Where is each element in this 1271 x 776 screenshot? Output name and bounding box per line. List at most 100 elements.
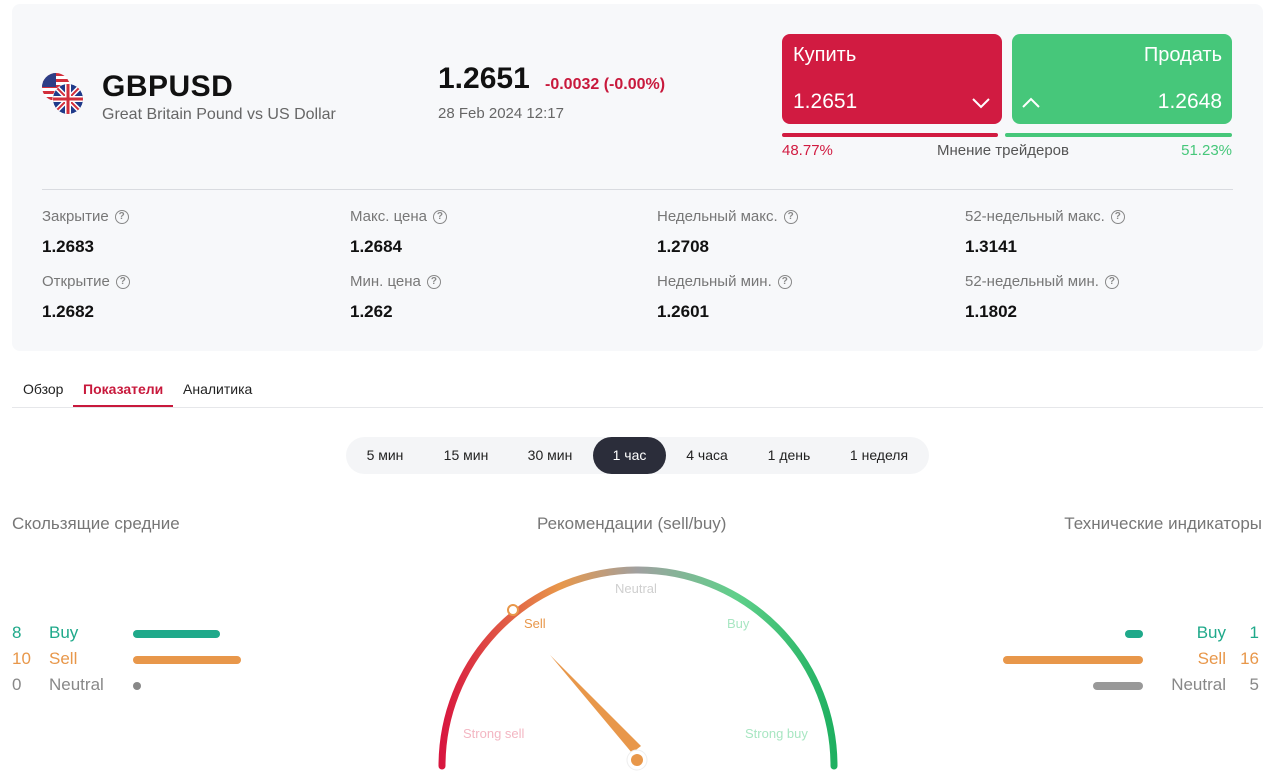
ti-sell-label: Sell bbox=[1197, 649, 1226, 668]
timeframe-1w[interactable]: 1 неделя bbox=[849, 447, 909, 463]
stat-value: 1.262 bbox=[350, 302, 393, 321]
sentiment-sell-bar bbox=[782, 133, 998, 137]
timeframe-1h[interactable]: 1 час bbox=[593, 437, 666, 474]
help-icon[interactable]: ? bbox=[1110, 209, 1125, 224]
stat-value: 1.2601 bbox=[657, 302, 709, 321]
stat-label: Мин. цена? bbox=[350, 273, 441, 290]
stat-value: 1.3141 bbox=[965, 237, 1017, 256]
stat-label-text: Макс. цена bbox=[350, 208, 427, 225]
active-tab-indicator bbox=[73, 405, 173, 407]
stat-item: 52-недельный мин.? 1.1802 bbox=[965, 273, 1119, 322]
tab-analytics[interactable]: Аналитика bbox=[183, 381, 253, 397]
ti-sell-bar bbox=[1003, 656, 1143, 664]
ma-sell-bar bbox=[133, 656, 241, 664]
sentiment-left-percent: 48.77% bbox=[782, 142, 833, 159]
sell-button-price: 1.2648 bbox=[1157, 90, 1222, 113]
price-datetime: 28 Feb 2024 12:17 bbox=[438, 105, 564, 122]
stat-value: 1.2683 bbox=[42, 237, 94, 256]
timeframe-4h[interactable]: 4 часа bbox=[686, 447, 728, 463]
ti-buy-count: 1 bbox=[1249, 623, 1259, 642]
timeframe-30m[interactable]: 30 мин bbox=[527, 447, 573, 463]
instrument-description: Great Britain Pound vs US Dollar bbox=[102, 106, 336, 123]
technical-indicators-title: Технические индикаторы bbox=[1064, 514, 1262, 533]
recommendations-title: Рекомендации (sell/buy) bbox=[537, 514, 727, 533]
section-tabs: Обзор Показатели Аналитика bbox=[12, 371, 1263, 408]
help-icon[interactable]: ? bbox=[114, 209, 129, 224]
ma-neutral-count: 0 bbox=[12, 675, 22, 694]
ti-buy-label: Buy bbox=[1196, 623, 1226, 642]
gauge-label-strong-sell: Strong sell bbox=[463, 726, 525, 741]
tab-overview[interactable]: Обзор bbox=[23, 381, 64, 397]
ti-neutral-bar bbox=[1093, 682, 1143, 690]
help-icon[interactable]: ? bbox=[783, 209, 798, 224]
help-icon[interactable]: ? bbox=[426, 274, 441, 289]
stat-value: 1.2682 bbox=[42, 302, 94, 321]
chevron-up-icon bbox=[1020, 92, 1042, 114]
sentiment-label: Мнение трейдеров bbox=[937, 142, 1069, 159]
current-price: 1.2651 bbox=[438, 62, 530, 95]
ma-buy-label: Buy bbox=[49, 623, 79, 642]
sentiment-buy-bar bbox=[1005, 133, 1232, 137]
uk-us-flag-icon bbox=[42, 73, 84, 115]
ma-buy-count: 8 bbox=[12, 623, 22, 642]
help-icon[interactable]: ? bbox=[115, 274, 130, 289]
buy-button-label: Купить bbox=[793, 44, 857, 66]
stat-label-text: Недельный макс. bbox=[657, 208, 778, 225]
ti-buy-bar bbox=[1125, 630, 1143, 638]
gauge-arc bbox=[438, 566, 838, 770]
ma-sell-count: 10 bbox=[12, 649, 31, 668]
stat-label-text: 52-недельный макс. bbox=[965, 208, 1105, 225]
timeframe-15m[interactable]: 15 мин bbox=[443, 447, 489, 463]
tab-indicators[interactable]: Показатели bbox=[83, 381, 164, 397]
gauge-label-buy: Buy bbox=[727, 616, 750, 631]
stat-item: Открытие? 1.2682 bbox=[42, 273, 130, 322]
moving-averages-title: Скользящие средние bbox=[12, 514, 180, 533]
timeframe-5m[interactable]: 5 мин bbox=[366, 447, 404, 463]
stat-value: 1.1802 bbox=[965, 302, 1017, 321]
stat-label: 52-недельный мин.? bbox=[965, 273, 1119, 290]
stat-label-text: Недельный мин. bbox=[657, 273, 772, 290]
gauge-needle bbox=[550, 655, 641, 753]
stat-item: Закрытие? 1.2683 bbox=[42, 208, 129, 257]
help-icon[interactable]: ? bbox=[432, 209, 447, 224]
stat-label-text: Закрытие bbox=[42, 208, 109, 225]
recommendation-gauge: Strong sell Sell Neutral Buy Strong buy bbox=[430, 550, 846, 771]
timeframe-1d[interactable]: 1 день bbox=[767, 447, 811, 463]
chevron-down-icon bbox=[970, 92, 992, 114]
sell-button-label: Продать bbox=[1143, 44, 1222, 66]
sell-button[interactable]: Продать 1.2648 bbox=[1012, 34, 1232, 124]
buy-button[interactable]: Купить 1.2651 bbox=[782, 34, 1002, 124]
stat-value: 1.2708 bbox=[657, 237, 709, 256]
ma-buy-bar bbox=[133, 630, 220, 638]
stat-label: Макс. цена? bbox=[350, 208, 447, 225]
stat-label: Открытие? bbox=[42, 273, 130, 290]
stat-label: Закрытие? bbox=[42, 208, 129, 225]
ma-sell-label: Sell bbox=[49, 649, 78, 668]
stat-label: Недельный макс.? bbox=[657, 208, 798, 225]
gauge-marker bbox=[507, 604, 519, 616]
stat-label: Недельный мин.? bbox=[657, 273, 792, 290]
ma-neutral-bar bbox=[133, 682, 141, 690]
divider bbox=[42, 189, 1233, 190]
stat-label: 52-недельный макс.? bbox=[965, 208, 1125, 225]
ti-neutral-label: Neutral bbox=[1171, 675, 1226, 694]
ti-sell-count: 16 bbox=[1240, 649, 1259, 668]
stat-value: 1.2684 bbox=[350, 237, 402, 256]
gauge-label-sell: Sell bbox=[524, 616, 546, 631]
stat-item: Недельный макс.? 1.2708 bbox=[657, 208, 798, 257]
help-icon[interactable]: ? bbox=[777, 274, 792, 289]
price-change: -0.0032 (-0.00%) bbox=[545, 76, 666, 93]
stat-item: Недельный мин.? 1.2601 bbox=[657, 273, 792, 322]
stat-label-text: Мин. цена bbox=[350, 273, 421, 290]
buy-button-price: 1.2651 bbox=[793, 90, 858, 113]
help-icon[interactable]: ? bbox=[1104, 274, 1119, 289]
ma-neutral-label: Neutral bbox=[49, 675, 104, 694]
timeframe-selector: 5 мин 15 мин 30 мин 1 час 4 часа 1 день … bbox=[346, 437, 929, 474]
instrument-symbol: GBPUSD bbox=[102, 70, 234, 103]
stat-label-text: 52-недельный мин. bbox=[965, 273, 1099, 290]
instrument-card: GBPUSD Great Britain Pound vs US Dollar … bbox=[12, 4, 1263, 351]
stat-item: Мин. цена? 1.262 bbox=[350, 273, 441, 322]
stat-label-text: Открытие bbox=[42, 273, 110, 290]
gauge-label-neutral: Neutral bbox=[615, 581, 657, 596]
stat-item: Макс. цена? 1.2684 bbox=[350, 208, 447, 257]
